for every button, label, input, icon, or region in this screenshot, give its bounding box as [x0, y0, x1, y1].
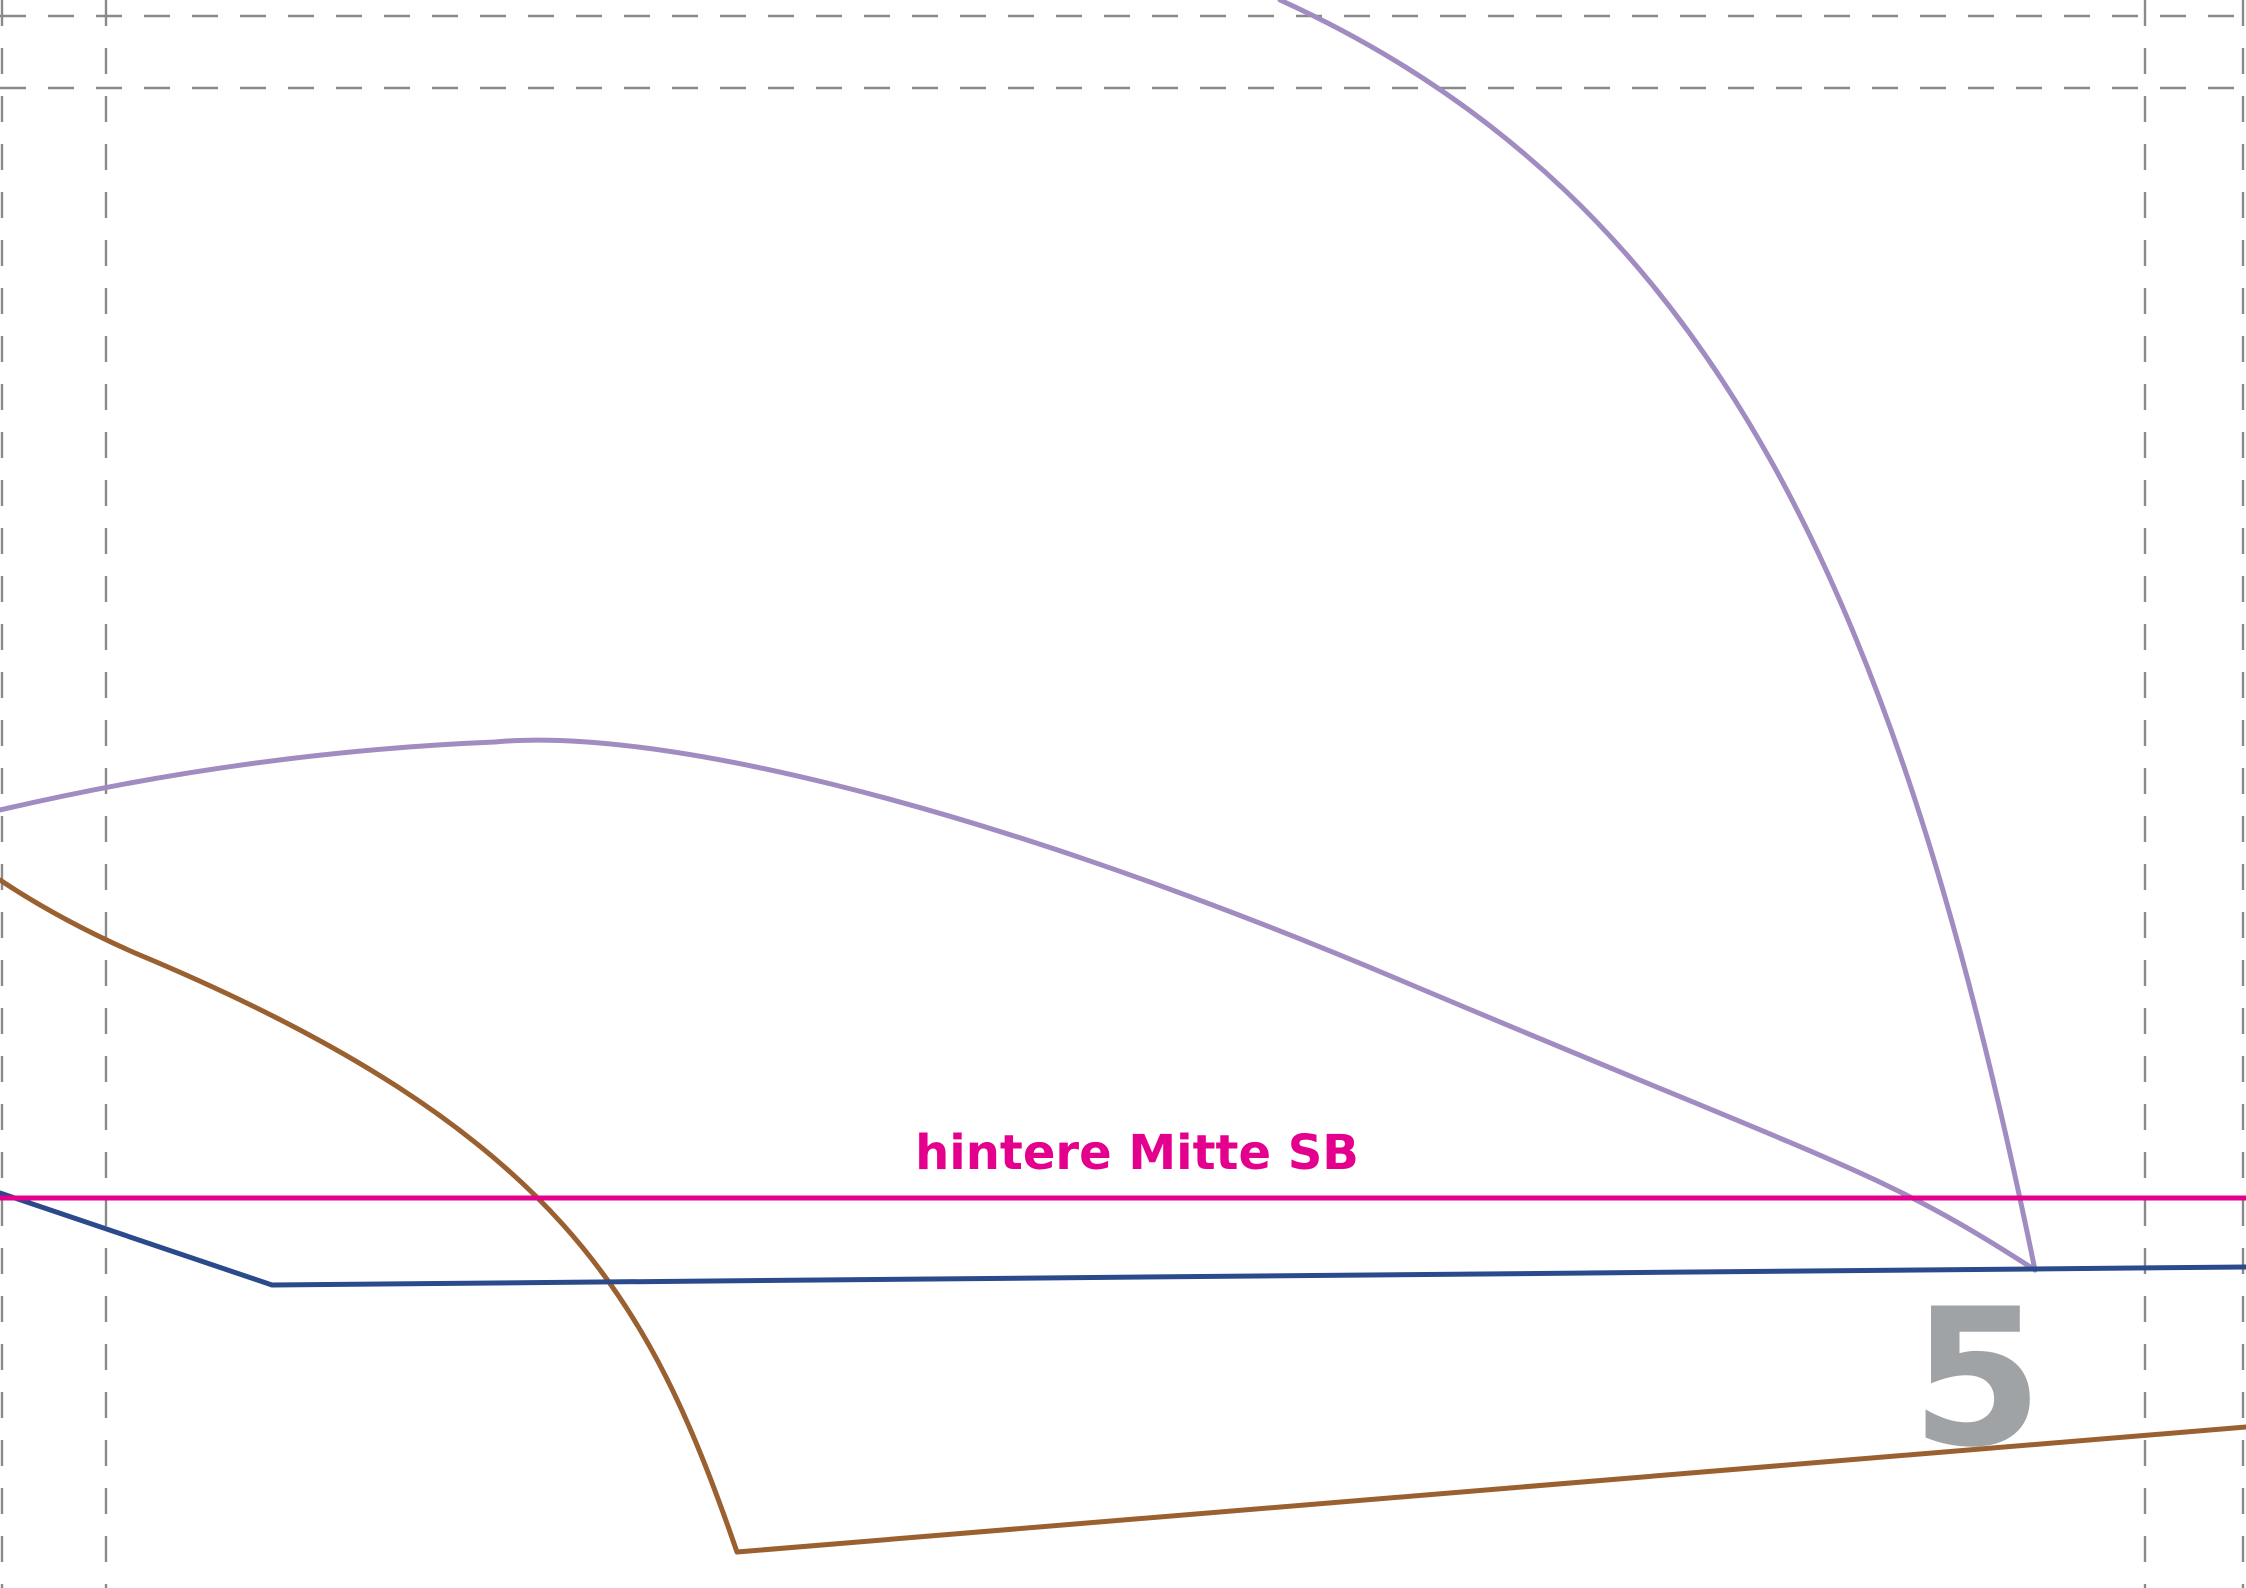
page-number: 5: [1911, 1268, 2043, 1489]
lavender-armhole-curve: [1277, 0, 2038, 1273]
lavender-lower-outline: [0, 737, 2038, 1273]
navy-outline: [0, 1190, 2246, 1288]
brown-outline: [0, 877, 2246, 1555]
center-back-label: hintere Mitte SB: [915, 1125, 1359, 1181]
